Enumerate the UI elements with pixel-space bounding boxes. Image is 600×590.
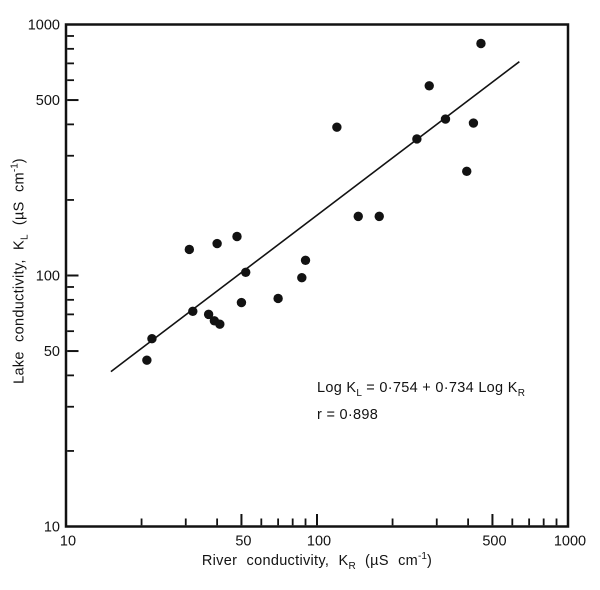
x-axis-title-unit: (µS cm bbox=[355, 553, 419, 569]
y-axis-title-unit: (µS cm bbox=[11, 172, 28, 235]
x-tick-label: 50 bbox=[235, 534, 251, 550]
data-point bbox=[468, 118, 479, 128]
plot-frame bbox=[64, 23, 570, 528]
x-tick-label: 10 bbox=[60, 534, 76, 550]
y-tick-label: 500 bbox=[36, 93, 60, 109]
data-point bbox=[236, 297, 247, 308]
data-point bbox=[297, 273, 307, 283]
data-point bbox=[215, 319, 225, 329]
y-tick-label: 100 bbox=[36, 269, 60, 285]
data-point bbox=[332, 122, 342, 132]
data-point bbox=[424, 81, 434, 91]
data-point bbox=[300, 255, 311, 265]
y-tick-label: 50 bbox=[44, 344, 60, 360]
data-point bbox=[374, 211, 384, 222]
y-axis-title: Lake conductivity, KL (µS cm-1) bbox=[10, 158, 31, 384]
regression-equation: Log KL = 0·754 + 0·734 Log KR bbox=[317, 378, 525, 405]
data-point bbox=[353, 211, 363, 222]
equation-subscript-l: L bbox=[356, 388, 362, 399]
y-axis-title-superscript: -1 bbox=[9, 163, 21, 173]
data-point bbox=[232, 231, 242, 242]
equation-subscript-r: R bbox=[517, 388, 525, 399]
equation-text: = 0·754 + 0·734 Log K bbox=[361, 380, 518, 396]
data-point bbox=[241, 267, 251, 277]
x-tick-label: 1000 bbox=[554, 534, 586, 550]
data-point bbox=[188, 306, 198, 317]
data-point bbox=[203, 309, 214, 320]
equation-text: Log K bbox=[317, 380, 357, 396]
data-point bbox=[273, 293, 283, 304]
regression-annotation: Log KL = 0·754 + 0·734 Log KR r = 0·898 bbox=[317, 378, 525, 426]
x-tick-label: 500 bbox=[482, 534, 506, 550]
data-point bbox=[147, 334, 157, 344]
data-point bbox=[184, 244, 195, 255]
y-axis-title-close: ) bbox=[11, 158, 28, 164]
x-axis-title: River conductivity, KR (µS cm-1) bbox=[66, 551, 568, 572]
data-point bbox=[212, 238, 222, 249]
x-axis-title-subscript: R bbox=[348, 561, 356, 572]
data-point bbox=[412, 134, 422, 144]
y-tick-label: 10 bbox=[44, 520, 60, 536]
data-point bbox=[462, 166, 472, 177]
data-point bbox=[440, 114, 451, 124]
data-point bbox=[476, 38, 486, 49]
y-tick-label: 1000 bbox=[28, 18, 60, 34]
y-axis-title-subscript: L bbox=[19, 234, 31, 241]
x-axis-title-superscript: -1 bbox=[418, 551, 427, 562]
x-tick-label: 100 bbox=[307, 534, 331, 550]
x-axis-title-text: River conductivity, K bbox=[201, 553, 349, 569]
x-axis-title-close: ) bbox=[426, 553, 433, 569]
y-axis-title-text: Lake conductivity, K bbox=[11, 240, 28, 384]
correlation-coefficient: r = 0·898 bbox=[317, 406, 379, 423]
data-point bbox=[142, 355, 152, 365]
trend-line bbox=[110, 61, 520, 373]
